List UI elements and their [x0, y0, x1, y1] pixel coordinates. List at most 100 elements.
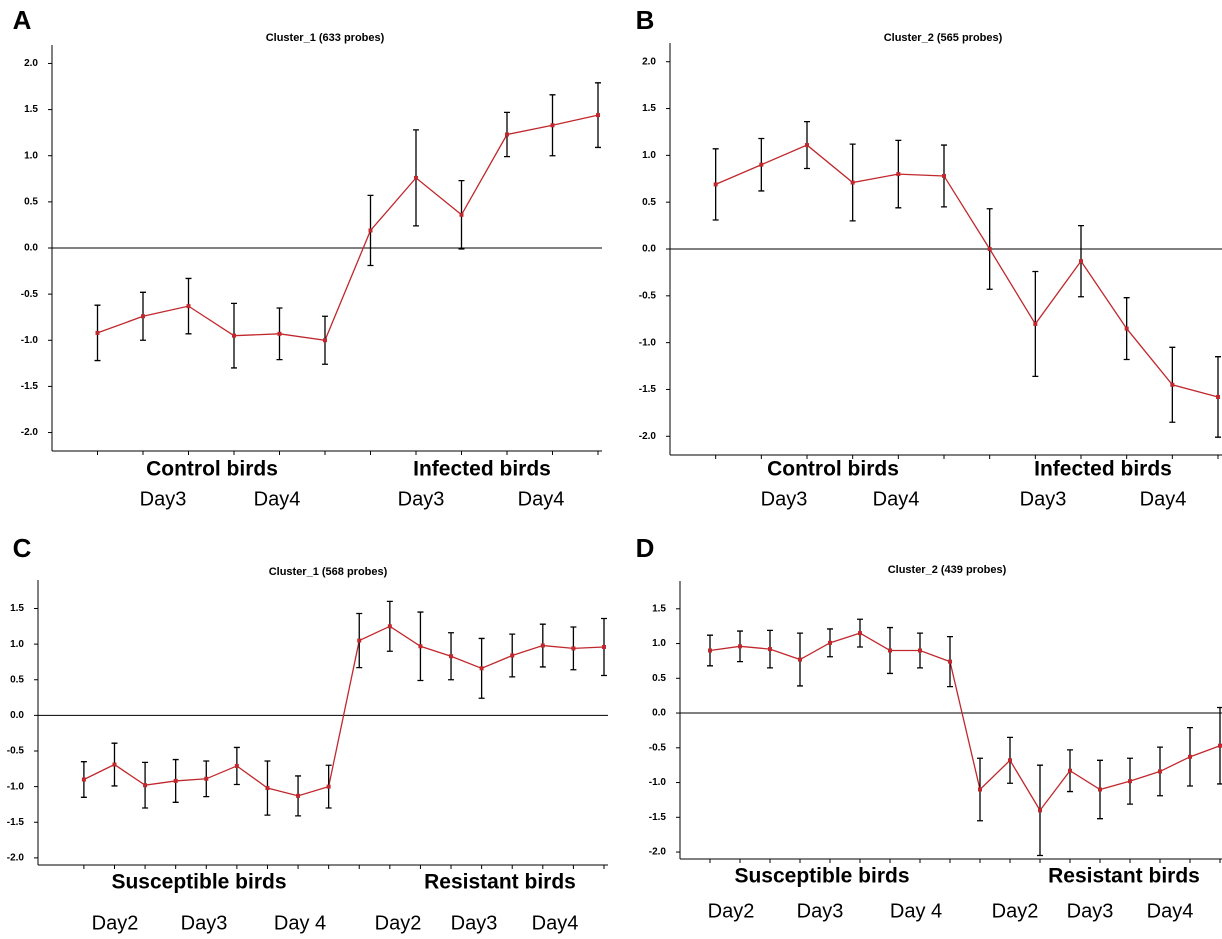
day-label: Day 4	[890, 900, 942, 922]
group-label: Resistant birds	[1048, 865, 1200, 888]
data-point	[141, 314, 145, 319]
group-label: Susceptible birds	[734, 865, 909, 888]
y-tick-label: -2.0	[639, 431, 657, 442]
data-point	[95, 330, 100, 335]
data-point	[232, 333, 236, 338]
y-tick-label: 1.0	[642, 150, 656, 161]
y-tick-label: -0.5	[649, 742, 667, 753]
y-tick-label: -1.5	[7, 817, 25, 828]
day-label: Day2	[375, 912, 422, 934]
data-point	[510, 653, 515, 658]
data-point	[1188, 754, 1192, 759]
panel-letter: A	[13, 5, 32, 35]
data-point	[1068, 768, 1072, 773]
group-label: Infected birds	[413, 458, 551, 481]
data-point	[1128, 779, 1132, 784]
data-point	[596, 113, 600, 118]
data-point	[1124, 326, 1129, 331]
day-label: Day4	[1147, 900, 1194, 922]
data-point	[81, 777, 86, 782]
data-point	[368, 228, 373, 233]
chart-title: Cluster_2 (439 probes)	[888, 564, 1007, 576]
data-point	[550, 123, 555, 128]
day-label: Day3	[140, 488, 187, 510]
y-tick-label: -1.0	[639, 337, 657, 348]
day-label: Day2	[92, 912, 139, 934]
day-label: Day3	[761, 488, 808, 510]
y-tick-label: 0.0	[642, 244, 656, 255]
y-tick-label: 0.5	[24, 197, 38, 208]
data-point	[112, 762, 117, 767]
y-tick-label: -1.0	[7, 781, 25, 792]
y-tick-label: -0.5	[639, 290, 657, 301]
y-tick-label: 1.5	[642, 103, 656, 114]
data-point	[357, 638, 362, 643]
data-point	[942, 173, 946, 178]
data-point	[888, 648, 892, 653]
y-tick-label: 1.5	[10, 603, 24, 614]
y-tick-label: -2.0	[21, 427, 39, 438]
data-point	[505, 132, 509, 137]
data-point	[987, 247, 992, 251]
group-label: Control birds	[146, 458, 278, 481]
data-point	[143, 783, 148, 788]
data-line	[97, 114, 599, 341]
data-point	[1218, 743, 1222, 748]
data-point	[1008, 758, 1012, 763]
data-point	[708, 648, 712, 653]
data-point	[1158, 769, 1162, 774]
data-point	[1033, 321, 1038, 326]
y-tick-label: 2.0	[24, 58, 38, 69]
data-point	[738, 644, 742, 649]
day-label: Day3	[451, 912, 498, 934]
y-tick-label: 0.0	[24, 243, 38, 254]
y-tick-label: -1.0	[21, 335, 39, 346]
y-tick-label: 0.0	[652, 708, 666, 719]
data-point	[414, 175, 418, 180]
day-label: Day4	[254, 488, 301, 510]
data-point	[265, 786, 270, 791]
data-point	[858, 631, 862, 636]
data-point	[234, 763, 239, 768]
y-tick-label: -0.5	[7, 746, 25, 757]
chart-title: Cluster_1 (633 probes)	[266, 32, 385, 44]
data-point	[387, 624, 392, 629]
group-label: Susceptible birds	[111, 871, 286, 894]
data-point	[602, 644, 606, 649]
data-point	[540, 643, 545, 648]
chart-title: Cluster_2 (565 probes)	[884, 32, 1003, 44]
y-tick-label: -0.5	[21, 289, 39, 300]
data-point	[459, 212, 464, 217]
day-label: Day4	[518, 488, 565, 510]
data-point	[449, 654, 454, 659]
day-label: Day4	[1140, 488, 1187, 510]
day-label: Day3	[1067, 900, 1114, 922]
y-tick-label: 1.0	[10, 639, 24, 650]
data-point	[296, 793, 301, 798]
y-tick-label: 1.0	[24, 150, 38, 161]
day-label: Day2	[708, 900, 755, 922]
data-point	[1079, 259, 1083, 264]
data-point	[828, 640, 832, 645]
y-tick-label: 1.0	[652, 638, 666, 649]
day-label: Day3	[1020, 488, 1067, 510]
y-tick-label: -1.5	[639, 384, 657, 395]
data-point	[1216, 394, 1220, 399]
day-label: Day3	[797, 900, 844, 922]
y-tick-label: 2.0	[642, 56, 656, 67]
y-tick-label: -1.5	[21, 381, 39, 392]
data-line	[715, 144, 1219, 398]
data-point	[759, 162, 764, 167]
y-tick-label: 0.5	[652, 673, 666, 684]
data-point	[896, 172, 901, 177]
data-point	[418, 644, 423, 649]
data-point	[277, 331, 282, 336]
data-point	[571, 646, 576, 651]
data-point	[204, 776, 209, 781]
group-label: Control birds	[767, 458, 899, 481]
data-point	[479, 666, 484, 671]
panel-letter: C	[13, 533, 32, 563]
panel-letter: B	[636, 5, 655, 35]
data-point	[323, 338, 327, 343]
data-point	[326, 784, 331, 789]
